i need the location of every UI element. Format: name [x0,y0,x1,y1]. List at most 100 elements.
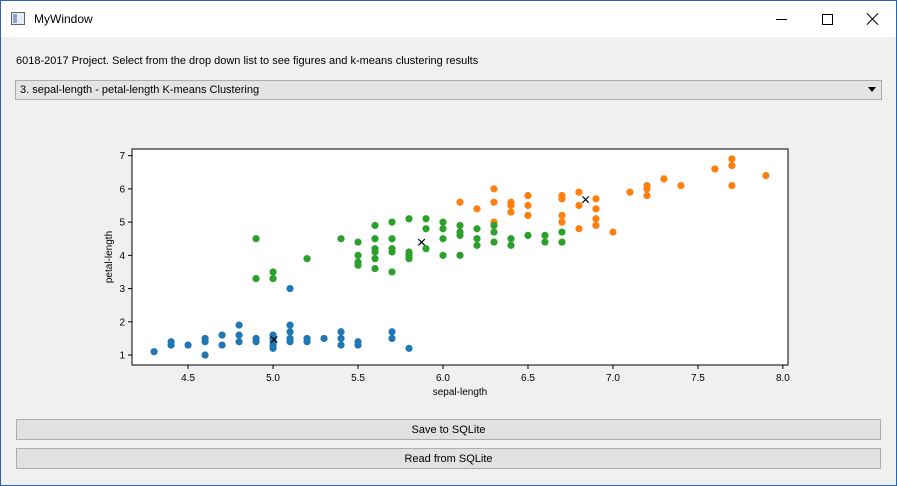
cluster-1-point [592,221,600,230]
cluster-2-point [354,238,362,246]
cluster-1-point [558,211,566,220]
cluster-1-point [592,195,600,203]
cluster-1-point [575,188,583,196]
x-tick-label: 5.0 [266,373,280,384]
cluster-2-point [473,225,481,233]
minimize-icon [775,18,787,20]
cluster-2-point [388,218,396,226]
save-to-sqlite-button[interactable]: Save to SQLite [16,419,881,440]
x-tick-label: 4.5 [181,373,195,384]
minimize-button[interactable] [758,1,804,37]
cluster-2-point [269,268,277,276]
cluster-2-point [507,235,515,243]
cluster-1-point [677,181,685,190]
cluster-0-point [235,338,243,346]
cluster-2-point [456,221,464,230]
figure-select-dropdown[interactable]: 3. sepal-length - petal-length K-means C… [15,80,882,100]
centroid-marker [581,195,590,204]
cluster-0-point [286,334,294,343]
cluster-1-point [456,198,464,206]
cluster-2-point [354,258,362,266]
cluster-1-point [524,201,532,210]
cluster-2-point [439,225,447,233]
cluster-2-point [422,225,430,233]
cluster-2-point [558,238,566,246]
y-tick-label: 1 [119,351,125,362]
cluster-2-point [337,235,345,243]
dropdown-selected-value: 3. sepal-length - petal-length K-means C… [20,84,260,96]
scatter-chart: 4.5 5.0 5.5 6.0 6.5 7.0 7.5 8.0 1 2 3 4 5 6 7 sepal-len… [91,141,811,403]
cluster-2-point [371,265,379,273]
x-tick-label: 8.0 [776,373,790,384]
cluster-0-point [286,328,294,336]
y-tick-label: 6 [119,184,125,195]
window-title: MyWindow [34,12,93,26]
x-axis-label: sepal-length [433,387,487,398]
cluster-2-point [507,241,515,249]
cluster-1-point [762,171,770,180]
cluster-0-point [252,334,260,343]
cluster-2-point [371,245,379,253]
cluster-1-point [592,215,600,223]
x-tick-label: 5.5 [351,373,365,384]
cluster-1-point [660,175,668,183]
cluster-0-point [337,341,345,349]
cluster-0-point [167,338,175,346]
cluster-1-point [728,155,736,163]
read-from-sqlite-button[interactable]: Read from SQLite [16,448,881,469]
cluster-0-point [218,331,226,339]
cluster-2-point [490,221,498,230]
cluster-2-point [558,228,566,236]
close-button[interactable] [850,1,896,37]
cluster-1-point [558,191,566,200]
centroid-marker [270,336,278,344]
cluster-1-point [643,181,651,190]
cluster-1-point [711,165,719,173]
cluster-2-point [269,275,277,283]
cluster-0-point [201,334,209,343]
cluster-0-point [286,321,294,329]
app-window-icon [11,12,25,25]
cluster-1-point [490,185,498,193]
cluster-2-point [422,245,430,253]
cluster-2-point [388,245,396,253]
cluster-2-point [388,268,396,276]
cluster-1-point [473,205,481,213]
x-tick-label: 6.5 [521,373,535,384]
cluster-0-point [337,328,345,336]
cluster-2-point [439,235,447,243]
cluster-0-point [150,348,158,356]
cluster-1-point [592,205,600,213]
cluster-2-point [490,228,498,236]
cluster-2-point [541,231,549,239]
cluster-0-point [218,341,226,349]
cluster-0-point [235,321,243,329]
instruction-label: 6018-2017 Project. Select from the drop … [16,55,479,67]
chart-canvas: 4.5 5.0 5.5 6.0 6.5 7.0 7.5 8.0 1 2 3 4 5 6 7 sepal-len… [104,148,790,398]
cluster-0-point [388,328,396,336]
cluster-2-point [252,235,260,243]
cluster-0-point [354,338,362,346]
centroid-marker [417,238,426,246]
cluster-0-point [320,334,328,343]
cluster-2-point [303,255,311,263]
cluster-1-point [490,198,498,206]
cluster-0-point [405,344,413,352]
cluster-2-point [524,231,532,239]
title-bar[interactable]: MyWindow [1,1,896,37]
cluster-0-point [201,351,209,359]
cluster-2-point [456,251,464,259]
y-tick-label: 7 [119,151,125,162]
x-tick-label: 7.5 [691,373,705,384]
cluster-2-point [371,235,379,243]
cluster-1-point [643,191,651,200]
cluster-2-point [252,275,260,283]
cluster-2-point [405,215,413,223]
cluster-1-point [728,162,736,170]
cluster-2-point [388,235,396,243]
maximize-button[interactable] [804,1,850,37]
cluster-1-point [524,191,532,200]
cluster-0-point [337,334,345,343]
chevron-down-icon[interactable] [868,87,876,92]
